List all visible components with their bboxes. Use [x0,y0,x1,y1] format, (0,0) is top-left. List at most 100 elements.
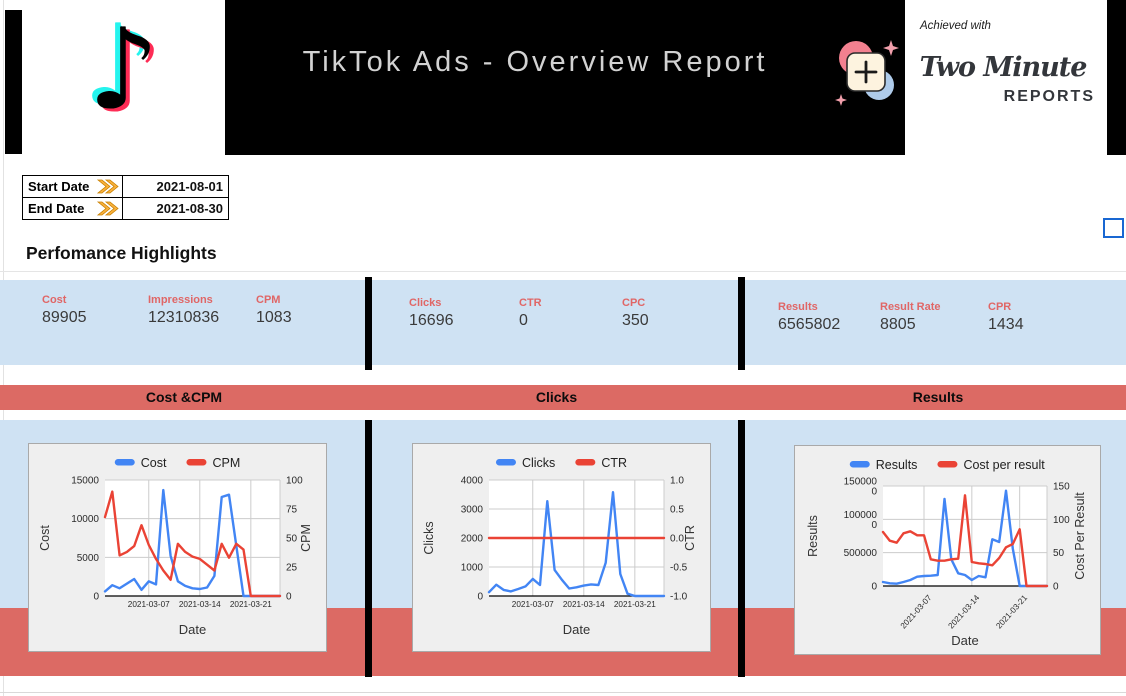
metrics-divider-2 [738,277,745,370]
charts-divider-2 [738,420,745,677]
end-date-row: End Date 2021-08-30 [23,197,228,219]
metric-cpr: CPR 1434 [988,301,1024,333]
svg-text:Cost per result: Cost per result [963,458,1045,472]
svg-text:2000: 2000 [461,534,484,545]
metrics-divider-1 [365,277,372,370]
svg-text:Clicks: Clicks [522,456,555,470]
svg-text:100: 100 [286,476,303,487]
svg-text:500000: 500000 [844,548,878,559]
svg-text:2021-03-21: 2021-03-21 [614,600,656,609]
metric-results: Results 6565802 [778,301,841,333]
svg-text:0: 0 [1053,582,1059,593]
svg-text:Cost: Cost [141,456,167,470]
svg-text:2021-03-14: 2021-03-14 [179,600,221,609]
svg-text:Date: Date [563,622,590,637]
section-title-results: Results [912,389,964,405]
tiktok-note-icon: ♪ ♪ ♪ [82,1,164,138]
achieved-with-text: Achieved with [920,20,991,32]
two-minute-reports-logo: Two Minute [919,52,1088,83]
header-right-black-strip [1107,0,1126,155]
svg-text:CTR: CTR [601,456,627,470]
svg-text:2021-03-14: 2021-03-14 [947,593,982,630]
svg-text:Results: Results [806,515,820,557]
svg-text:Cost Per Result: Cost Per Result [1073,492,1087,580]
double-chevron-arrow-icon [97,179,119,194]
report-title: TikTok Ads - Overview Report [302,46,768,78]
svg-text:1000: 1000 [461,563,484,574]
svg-text:50: 50 [1053,548,1065,559]
end-date-label-cell: End Date [23,198,123,219]
line-chart-svg: 0 500000 100000 0 150000 0 0 50 100 150 2021-03-07… [806,458,1087,648]
start-date-label-cell: Start Date [23,176,123,197]
line-chart-svg: 0 5000 10000 15000 0 25 50 75 100 2021-03-07 2021-… [38,456,313,637]
svg-text:0: 0 [286,592,292,603]
metric-clicks: Clicks 16696 [409,297,454,329]
svg-text:2021-03-07: 2021-03-07 [899,593,934,630]
svg-text:2021-03-14: 2021-03-14 [563,600,605,609]
metric-cpc: CPC 350 [622,297,649,329]
clicks-ctr-chart: 0 1000 2000 3000 4000 -1.0 -0.5 0.0 0.5 1.0 2021-0… [413,444,710,651]
achieved-with-box: Achieved with Two Minute REPORTS [905,0,1107,155]
svg-text:2021-03-07: 2021-03-07 [128,600,170,609]
svg-text:50: 50 [286,534,298,545]
plus-sticker-icon [835,40,899,106]
results-cpr-chart-card[interactable]: 0 500000 100000 0 150000 0 0 50 100 150 2021-03-07… [794,445,1101,655]
two-minute-reports-logo-sub: REPORTS [1003,88,1095,105]
metrics-band [0,280,1126,365]
cost-cpm-chart: 0 5000 10000 15000 0 25 50 75 100 2021-03-07 2021-… [29,444,326,651]
svg-text:100: 100 [1053,515,1070,526]
section-title-clicks: Clicks [535,389,578,405]
start-date-value[interactable]: 2021-08-01 [156,179,224,194]
svg-text:15000: 15000 [71,476,99,487]
end-date-value[interactable]: 2021-08-30 [156,201,224,216]
tiktok-logo-box: ♪ ♪ ♪ [22,0,225,155]
svg-text:Date: Date [179,622,206,637]
svg-text:150: 150 [1053,482,1070,493]
metric-cpm: CPM 1083 [256,294,292,326]
metric-result-rate: Result Rate 8805 [880,301,941,333]
svg-text:10000: 10000 [71,514,99,525]
svg-text:4000: 4000 [461,476,484,487]
charts-divider-1 [365,420,372,677]
svg-text:2021-03-21: 2021-03-21 [230,600,272,609]
svg-text:1.0: 1.0 [670,476,684,487]
svg-text:0.5: 0.5 [670,505,684,516]
svg-text:0: 0 [93,592,99,603]
date-filter-table: Start Date 2021-08-01 End Date 2021-08-3… [22,175,229,220]
results-cpr-chart: 0 500000 100000 0 150000 0 0 50 100 150 2021-03-07… [795,446,1100,654]
svg-text:3000: 3000 [461,505,484,516]
svg-text:0: 0 [477,592,483,603]
svg-text:2021-03-21: 2021-03-21 [994,593,1029,630]
svg-text:-1.0: -1.0 [670,592,688,603]
performance-highlights-heading: Perfomance Highlights [26,243,217,263]
cell-selection-handle[interactable] [1103,218,1124,238]
section-title-cost-cpm: Cost &CPM [145,389,223,405]
cost-cpm-chart-card[interactable]: 0 5000 10000 15000 0 25 50 75 100 2021-03-07 2021-… [28,443,327,652]
start-date-label: Start Date [28,179,90,194]
line-chart-svg: 0 1000 2000 3000 4000 -1.0 -0.5 0.0 0.5 1.0 2021-0… [422,456,697,637]
svg-text:Results: Results [876,458,918,472]
chart-section-header-band [0,385,1126,410]
svg-text:2021-03-07: 2021-03-07 [512,600,554,609]
divider-line [0,271,1126,272]
svg-text:5000: 5000 [77,553,100,564]
metric-cost: Cost 89905 [42,294,87,326]
sheet-row-gridline [0,692,1126,693]
svg-text:CTR: CTR [683,525,697,551]
svg-text:Date: Date [951,633,978,648]
metric-ctr: CTR 0 [519,297,542,329]
svg-text:Clicks: Clicks [422,521,436,554]
clicks-ctr-chart-card[interactable]: 0 1000 2000 3000 4000 -1.0 -0.5 0.0 0.5 1.0 2021-0… [412,443,711,652]
svg-text:Cost: Cost [38,525,52,551]
start-date-row: Start Date 2021-08-01 [23,176,228,197]
svg-text:75: 75 [286,505,298,516]
end-date-label: End Date [28,201,85,216]
svg-text:-0.5: -0.5 [670,563,688,574]
header-banner [225,0,905,155]
header-left-black-strip [5,10,22,154]
svg-text:CPM: CPM [299,524,313,552]
svg-text:0.0: 0.0 [670,534,684,545]
